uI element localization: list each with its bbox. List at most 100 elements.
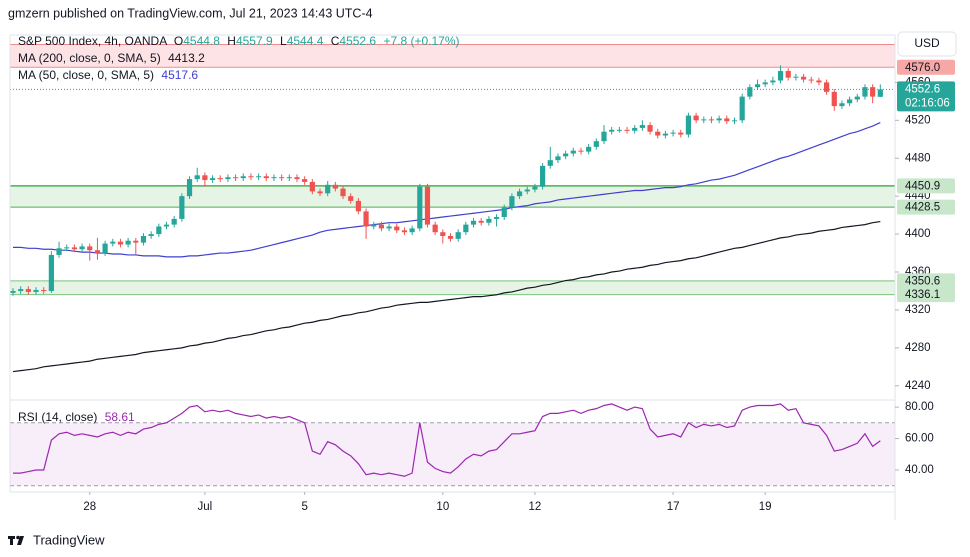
- candle-body: [493, 217, 500, 219]
- candle-body: [609, 129, 615, 132]
- ma-line: [12, 220, 881, 373]
- legend-ma200-value: 4413.2: [168, 51, 205, 65]
- candle-body: [378, 224, 385, 229]
- legend-change: +7.8 (+0.17%): [383, 34, 459, 48]
- candle-body: [432, 224, 438, 233]
- candle-body: [601, 131, 607, 142]
- logo-wedge: [17, 536, 24, 545]
- candle-body: [217, 178, 223, 180]
- x-tick-label: 5: [301, 501, 307, 513]
- candle-body: [225, 177, 231, 180]
- candle-body: [701, 119, 707, 121]
- candle-body: [593, 141, 599, 147]
- candle-body: [87, 246, 93, 251]
- candle-body: [71, 247, 78, 250]
- candle-body: [286, 177, 292, 179]
- price-tag: [897, 59, 955, 75]
- price-tag-label: 4428.5: [905, 202, 940, 214]
- candle-body: [777, 71, 784, 81]
- candle-body: [854, 96, 860, 100]
- candle-body: [870, 87, 876, 97]
- candle-body: [816, 80, 822, 83]
- x-tick-label: Jul: [198, 501, 213, 513]
- candle-body: [125, 240, 131, 245]
- candle-body: [478, 220, 484, 223]
- candle-body: [716, 118, 722, 121]
- price-tag: [897, 273, 955, 289]
- candle-body: [800, 76, 807, 80]
- rsi-tick-label: 40.00: [905, 464, 934, 476]
- candle-body: [340, 188, 346, 197]
- candle-body: [194, 175, 200, 180]
- candle-body: [831, 91, 837, 107]
- candle-body: [156, 226, 162, 235]
- candle-body: [685, 115, 692, 135]
- candle-body: [317, 191, 323, 194]
- candle-body: [862, 87, 868, 97]
- candle-body: [455, 232, 461, 239]
- candle-body: [348, 196, 354, 201]
- candle-body: [110, 241, 116, 244]
- publisher-line: gmzern published on TradingView.com, Jul…: [8, 6, 373, 20]
- candle-body: [10, 290, 16, 293]
- candle-body: [294, 177, 300, 180]
- brand-logo: [8, 535, 24, 545]
- legend-ma200-name: MA (200, close, 0, SMA, 5): [18, 51, 161, 65]
- legend-letter: L: [280, 34, 287, 48]
- legend-ma50-name: MA (50, close, 0, SMA, 5): [18, 68, 154, 82]
- candle-body: [41, 290, 47, 292]
- legend-main: S&P 500 Index, 4h, OANDA O4544.8 H4557.9…: [18, 34, 460, 48]
- y-tick-label: 4320: [905, 304, 931, 316]
- candle-body: [232, 177, 239, 179]
- legend-title: S&P 500 Index, 4h, OANDA: [18, 34, 167, 48]
- currency-label[interactable]: USD: [914, 36, 940, 50]
- candle-body: [424, 186, 431, 225]
- x-tick-label: 19: [759, 501, 772, 513]
- candle-body: [209, 178, 216, 181]
- x-tick-label: 12: [529, 501, 542, 513]
- candle-body: [148, 234, 154, 236]
- candle-body: [586, 146, 592, 152]
- candle-body: [179, 196, 185, 219]
- candle-body: [847, 99, 853, 104]
- candle-body: [547, 160, 553, 166]
- candle-body: [94, 250, 101, 254]
- candle-body: [724, 118, 730, 122]
- y-tick-label: 4400: [905, 228, 931, 240]
- candle-body: [486, 218, 492, 223]
- currency-button[interactable]: [897, 31, 957, 57]
- candle-body: [570, 150, 576, 154]
- candle-body: [509, 196, 515, 208]
- price-tag-label: 4576.0: [905, 62, 940, 74]
- legend-ma200: MA (200, close, 0, SMA, 5) 4413.2: [18, 51, 205, 65]
- candle-body: [532, 186, 538, 190]
- last-price-tag: [897, 81, 955, 112]
- last-price-label: 4552.6: [905, 83, 940, 95]
- zone: [10, 280, 895, 295]
- price-tag: [897, 287, 955, 303]
- candle-body: [202, 175, 208, 181]
- candle-body: [240, 176, 246, 179]
- x-tick-label: 10: [436, 501, 449, 513]
- candle-body: [708, 119, 715, 121]
- legend-ma50: MA (50, close, 0, SMA, 5) 4517.6: [18, 68, 198, 82]
- legend-letter: H: [227, 34, 236, 48]
- candle-body: [371, 224, 377, 227]
- candle-body: [823, 82, 830, 92]
- candle-body: [263, 176, 269, 179]
- logo-stem: [10, 536, 13, 545]
- candle-body: [555, 156, 561, 161]
- price-tag-label: 4336.1: [905, 289, 940, 301]
- candle-body: [309, 181, 315, 192]
- rsi-band-fill: [10, 422, 895, 486]
- candle-body: [739, 96, 745, 121]
- brand: TradingView: [33, 532, 105, 547]
- legend-ma50-value: 4517.6: [161, 68, 198, 82]
- y-tick-label: 4520: [905, 114, 931, 126]
- candle-body: [33, 290, 39, 292]
- y-tick-label: 4240: [905, 380, 931, 392]
- candle-body: [186, 179, 193, 197]
